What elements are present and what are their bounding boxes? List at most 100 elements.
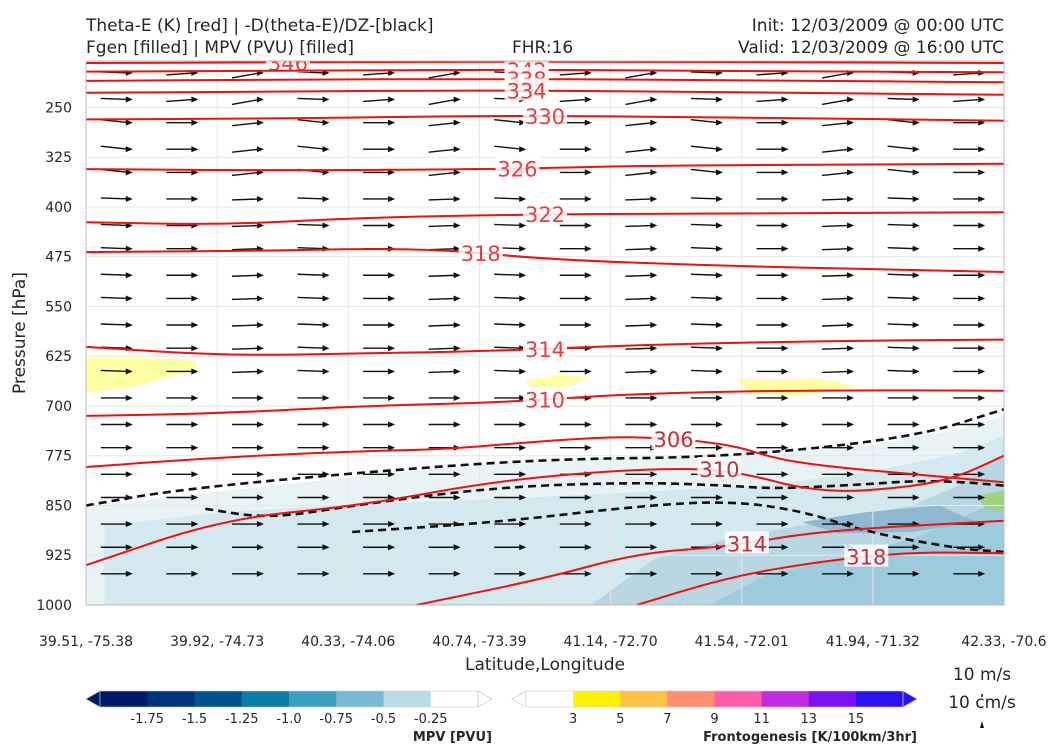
wind-vector [428, 368, 461, 375]
wind-vector [231, 96, 264, 106]
wind-vector [953, 222, 986, 229]
wind-vector [953, 570, 986, 577]
wind-vector [297, 295, 330, 302]
theta-e-contour [86, 454, 1004, 567]
wind-vector [822, 368, 855, 375]
x-tick-label: 41.94, -71.32 [826, 634, 920, 650]
fgen-colorbar-tick-label: 11 [753, 712, 770, 727]
wind-vector [690, 272, 723, 279]
wind-vector [822, 272, 855, 279]
wind-vector [100, 444, 133, 451]
wind-vector [100, 295, 133, 302]
wind-vector [100, 245, 133, 252]
wind-vector [363, 322, 396, 328]
mpv-colorbar-tick-label: -1.0 [276, 712, 301, 727]
wind-vector [690, 145, 723, 153]
wind-vector [822, 245, 855, 252]
wind-vector [100, 570, 133, 577]
theta-e-label-bg [523, 336, 567, 359]
wind-vector [625, 421, 658, 428]
wind-vector [559, 96, 592, 103]
x-axis-ticks: 39.51, -75.38 39.92, -74.73 40.33, -74.06 4… [39, 634, 1047, 650]
wind-vector [559, 521, 592, 528]
wind-vector [887, 544, 920, 551]
theta-e-contour [86, 389, 1004, 417]
wind-vector [953, 394, 986, 401]
wind-vector [822, 471, 855, 478]
wind-vector [756, 394, 789, 401]
theta-e-label-bg [844, 544, 889, 567]
wind-vector [166, 96, 199, 103]
wind-vector [690, 521, 723, 528]
wind-vector [559, 222, 592, 229]
wind-vector [756, 471, 789, 478]
wind-vector [887, 494, 920, 501]
mpv-colorbar-segment [194, 691, 243, 707]
wind-vector [363, 368, 396, 375]
wind-vector [559, 169, 592, 176]
wind-key-label-2: 10 cm/s [948, 693, 1016, 713]
wind-vector [428, 69, 461, 79]
wind-vector [953, 96, 986, 103]
wind-vector [690, 168, 723, 176]
wind-vector [363, 421, 396, 428]
wind-vector [494, 368, 527, 375]
wind-vector [231, 295, 264, 302]
wind-vector [100, 421, 133, 428]
theta-e-label: 334 [507, 79, 547, 103]
mpv-colorbar-tick-label: -1.5 [182, 712, 207, 727]
wind-vector [363, 444, 396, 451]
wind-vector [625, 272, 658, 279]
wind-vector [494, 471, 527, 478]
theta-e-label: 314 [727, 532, 767, 556]
wind-vector [822, 394, 855, 401]
wind-vector [363, 570, 396, 577]
y-tick-label: 550 [45, 299, 72, 315]
wind-vector [297, 195, 330, 202]
wind-vector [625, 345, 658, 352]
wind-vector [428, 295, 461, 302]
mpv-colorbar-segment [241, 691, 290, 707]
wind-vector [166, 444, 199, 451]
wind-vector [822, 295, 855, 302]
wind-vector [559, 69, 592, 76]
wind-vector [166, 544, 199, 551]
wind-vector [822, 570, 855, 577]
wind-vector [166, 394, 199, 401]
y-tick-label: 625 [45, 349, 72, 365]
wind-vector [428, 119, 461, 127]
wind-vector [428, 345, 461, 352]
wind-vector [363, 272, 396, 279]
wind-vector [821, 146, 855, 153]
wind-vector [494, 421, 527, 428]
wind-vectors [100, 61, 986, 577]
theta-e-contour [86, 436, 1004, 484]
wind-vector [166, 494, 199, 501]
x-tick-label: 40.33, -74.06 [301, 634, 395, 650]
wind-vector [625, 169, 658, 177]
mpv-colorbar-tick-label: -0.75 [319, 712, 353, 727]
wind-vector [297, 444, 330, 451]
wind-vector [953, 444, 986, 451]
wind-vector [494, 394, 527, 401]
wind-vector [559, 272, 592, 279]
y-tick-label: 775 [45, 449, 72, 465]
wind-vector [428, 394, 461, 401]
wind-vector [231, 544, 264, 551]
theta-e-label-bg [697, 457, 742, 479]
wind-vector [559, 195, 592, 202]
wind-vector [756, 444, 789, 451]
title-center: FHR:16 [512, 38, 573, 58]
wind-vector [953, 272, 986, 279]
wind-vector [166, 146, 199, 153]
wind-vector [822, 345, 855, 352]
wind-vector [756, 272, 789, 279]
wind-vector [756, 570, 789, 577]
mpv-colorbar-segment [430, 691, 479, 707]
wind-vector [231, 222, 264, 229]
theta-e-contour [416, 519, 1004, 605]
fgen-colorbar-extend-low [511, 690, 527, 708]
wind-vector [756, 222, 789, 229]
x-tick-label: 39.51, -75.38 [39, 634, 133, 650]
